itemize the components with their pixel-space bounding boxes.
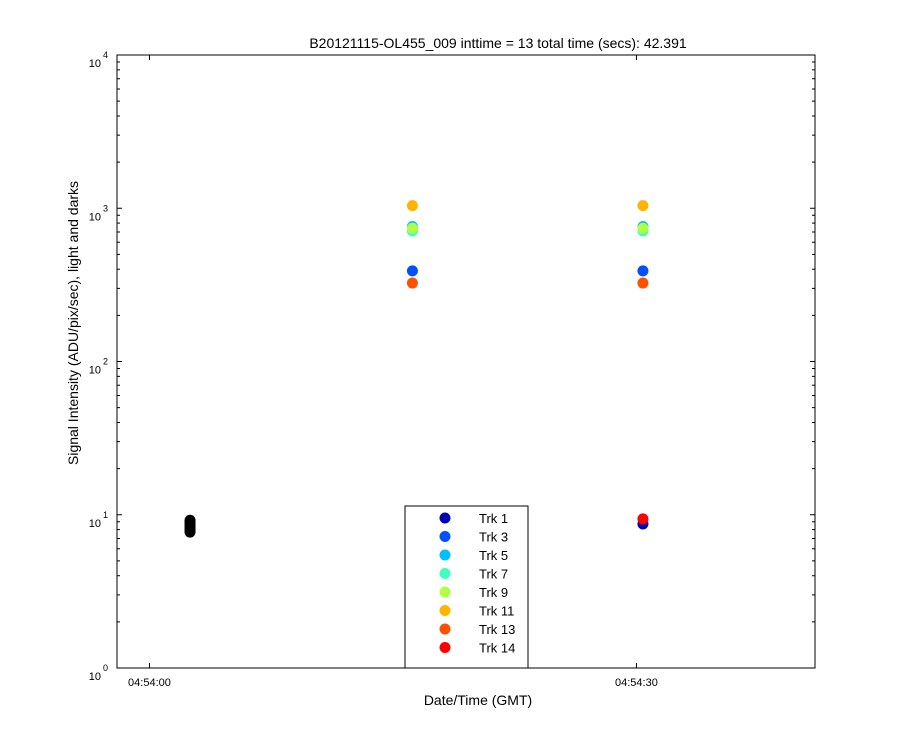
- legend-marker: [439, 586, 451, 598]
- legend-box: [404, 505, 529, 669]
- y-tick-exponent: 1: [103, 510, 108, 520]
- x-tick-label: 04:54:30: [615, 677, 658, 689]
- y-tick-label: 10: [89, 365, 101, 377]
- x-axis-label: Date/Time (GMT): [424, 692, 532, 708]
- legend-marker: [439, 642, 451, 653]
- legend-label: Trk 3: [479, 530, 508, 545]
- point-trk-11: [637, 200, 649, 212]
- x-tick-label: 04:54:00: [128, 677, 171, 689]
- legend-marker: [439, 531, 451, 542]
- y-tick-exponent: 4: [103, 50, 108, 60]
- legend-label: Trk 9: [479, 585, 508, 600]
- legend-marker: [439, 512, 451, 524]
- dark-point: [184, 514, 196, 526]
- point-trk-13: [637, 277, 649, 289]
- y-tick-label: 10: [89, 58, 101, 70]
- y-tick-exponent: 2: [103, 357, 108, 367]
- y-tick-exponent: 3: [103, 203, 108, 213]
- legend-marker: [439, 605, 451, 616]
- legend-label: Trk 11: [479, 604, 514, 619]
- y-axis-label: Signal Intensity (ADU/pix/sec), light an…: [65, 181, 81, 465]
- legend-label: Trk 5: [479, 548, 508, 563]
- point-trk-3: [637, 265, 649, 277]
- point-trk-11: [406, 200, 418, 212]
- legend-label: Trk 7: [479, 567, 508, 582]
- legend-label: Trk 13: [479, 622, 515, 637]
- y-tick-label: 10: [89, 671, 101, 683]
- point-trk-9: [406, 222, 418, 234]
- legend-marker: [439, 623, 451, 635]
- y-tick-label: 10: [89, 211, 101, 223]
- legend: Trk 1 Trk 3 Trk 5 Trk 7 Trk 9 Trk 11 Trk 13 Trk…: [404, 505, 529, 669]
- point-trk-3: [406, 265, 418, 277]
- y-tick-label: 10: [89, 518, 101, 530]
- y-tick-exponent: 0: [103, 663, 108, 673]
- x-axis-ticks: 04:54:00 04:54:30: [128, 55, 658, 689]
- legend-marker: [439, 549, 451, 561]
- chart-title: B20121115-OL455_009 inttime = 13 total t…: [309, 35, 687, 51]
- point-trk-14: [637, 513, 649, 525]
- legend-label: Trk 14: [479, 641, 515, 656]
- legend-marker: [439, 568, 451, 579]
- point-trk-9: [637, 222, 649, 234]
- point-trk-13: [406, 277, 418, 289]
- legend-label: Trk 1: [479, 511, 508, 526]
